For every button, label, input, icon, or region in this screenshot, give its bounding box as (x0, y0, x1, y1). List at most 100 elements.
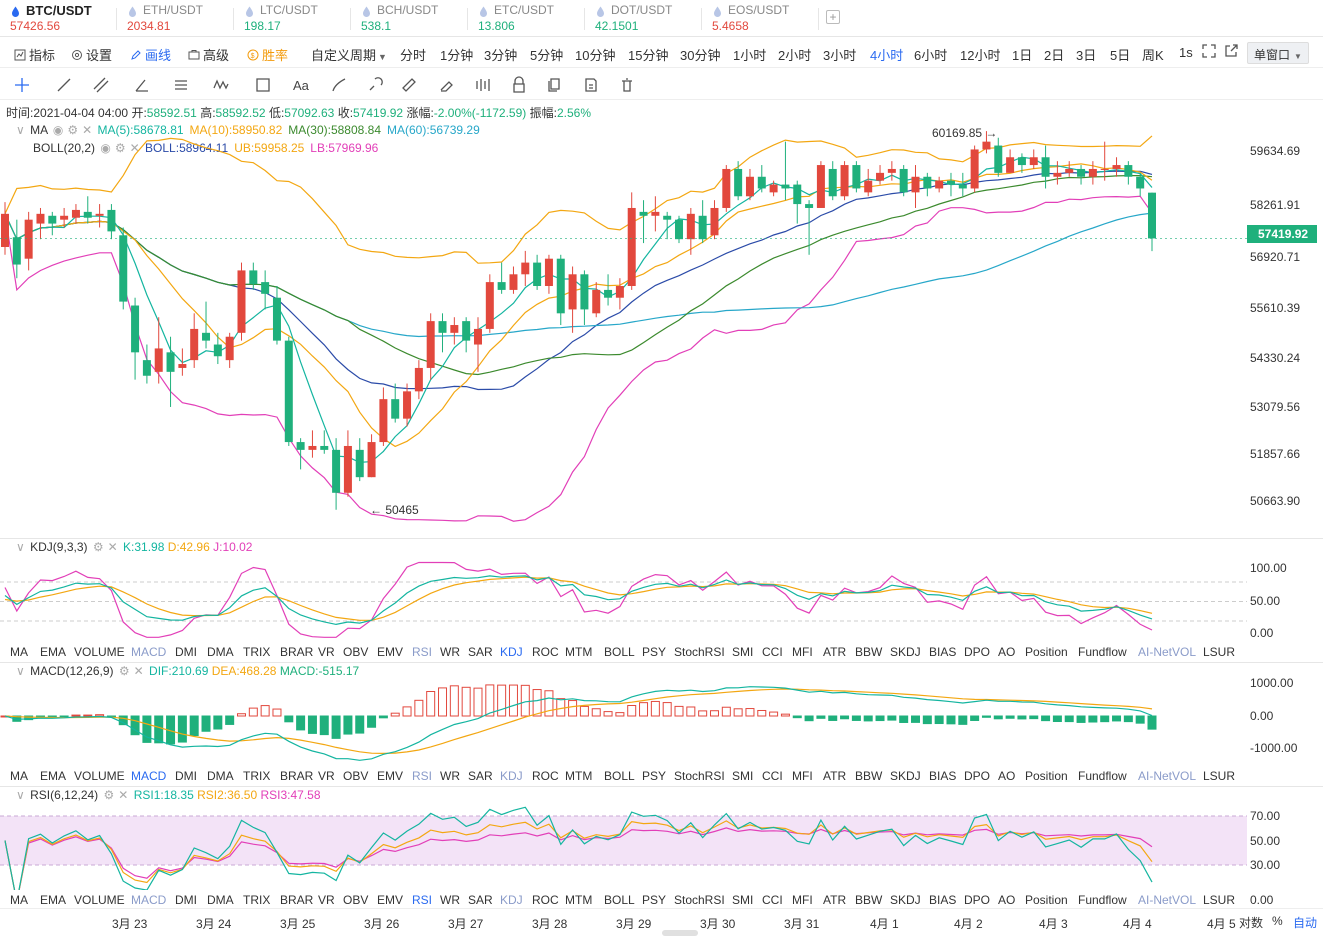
indicator-option-sar[interactable]: SAR (468, 645, 493, 659)
indicator-option-obv[interactable]: OBV (343, 769, 369, 783)
period-14[interactable]: 2日 (1044, 48, 1065, 63)
indicator-option-fundflow[interactable]: Fundflow (1078, 893, 1127, 907)
indicator-option-emv[interactable]: EMV (377, 893, 404, 907)
indicator-option-dpo[interactable]: DPO (964, 893, 991, 907)
period-9[interactable]: 3小时 (823, 48, 857, 63)
indicator-option-rsi[interactable]: RSI (412, 893, 433, 907)
symbol-tab-dot[interactable]: DOT/USDT 42.1501 (585, 0, 702, 37)
period-2[interactable]: 3分钟 (484, 48, 518, 63)
indicator-option-vr[interactable]: VR (318, 769, 335, 783)
indicator-option-ema[interactable]: EMA (40, 769, 67, 783)
lock-icon[interactable] (510, 76, 528, 94)
indicator-option-boll[interactable]: BOLL (604, 645, 635, 659)
indicator-option-kdj[interactable]: KDJ (500, 893, 523, 907)
symbol-tab-ltc[interactable]: LTC/USDT 198.17 (234, 0, 351, 37)
gear-icon[interactable]: ⚙ (67, 123, 79, 137)
indicator-option-wr[interactable]: WR (440, 893, 460, 907)
symbol-tab-btc[interactable]: BTC/USDT 57426.56 (0, 0, 117, 37)
winrate-button[interactable]: $ 胜率 (247, 45, 288, 64)
indicator-option-macd[interactable]: MACD (131, 645, 167, 659)
text-icon[interactable]: Aa (292, 76, 310, 94)
indicator-option-cci[interactable]: CCI (762, 645, 783, 659)
indicator-option-dma[interactable]: DMA (207, 769, 234, 783)
indicator-option-ao[interactable]: AO (998, 893, 1016, 907)
indicator-option-psy[interactable]: PSY (642, 769, 667, 783)
symbol-tab-bch[interactable]: BCH/USDT 538.1 (351, 0, 468, 37)
indicator-option-dmi[interactable]: DMI (175, 769, 197, 783)
parallel-channel-icon[interactable] (92, 76, 110, 94)
period-6[interactable]: 30分钟 (680, 48, 721, 63)
seconds-button[interactable]: 1s (1179, 45, 1193, 60)
indicator-option-macd[interactable]: MACD (131, 769, 167, 783)
draw-button[interactable]: 画线 (130, 45, 171, 64)
period-11[interactable]: 6小时 (914, 48, 948, 63)
period-4[interactable]: 10分钟 (575, 48, 616, 63)
gear-icon[interactable]: ⚙ (92, 540, 104, 554)
indicator-option-trix[interactable]: TRIX (243, 893, 271, 907)
period-12[interactable]: 12小时 (960, 48, 1001, 63)
close-icon[interactable]: ✕ (107, 540, 118, 554)
magnet-icon[interactable] (366, 76, 384, 94)
period-17[interactable]: 周K (1142, 48, 1164, 63)
window-mode-select[interactable]: 单窗口 ▼ (1247, 42, 1309, 64)
indicator-option-dmi[interactable]: DMI (175, 893, 197, 907)
indicators-button[interactable]: 指标 (14, 45, 55, 64)
indicator-option-ao[interactable]: AO (998, 769, 1016, 783)
indicator-option-lsur[interactable]: LSUR (1203, 769, 1236, 783)
exit-icon[interactable] (1224, 44, 1238, 58)
rectangle-icon[interactable] (254, 76, 272, 94)
symbol-tab-eth[interactable]: ETH/USDT 2034.81 (117, 0, 234, 37)
edit-icon[interactable] (582, 76, 600, 94)
period-1[interactable]: 1分钟 (440, 48, 474, 63)
period-0[interactable]: 分时 (400, 48, 427, 63)
period-13[interactable]: 1日 (1012, 48, 1033, 63)
indicator-option-skdj[interactable]: SKDJ (890, 893, 921, 907)
indicator-option-bbw[interactable]: BBW (855, 645, 883, 659)
indicator-option-brar[interactable]: BRAR (280, 893, 314, 907)
period-7[interactable]: 1小时 (733, 48, 767, 63)
gear-icon[interactable]: ⚙ (103, 788, 115, 802)
indicator-option-vr[interactable]: VR (318, 893, 335, 907)
indicator-option-stochrsi[interactable]: StochRSI (674, 769, 725, 783)
indicator-option-volume[interactable]: VOLUME (74, 769, 125, 783)
eye-icon[interactable]: ◉ (52, 123, 64, 137)
indicator-option-ma[interactable]: MA (10, 893, 28, 907)
indicator-option-trix[interactable]: TRIX (243, 645, 271, 659)
indicator-option-ema[interactable]: EMA (40, 645, 67, 659)
collapse-icon[interactable]: ∨ (16, 540, 25, 554)
symbol-tab-etc[interactable]: ETC/USDT 13.806 (468, 0, 585, 37)
indicator-option-atr[interactable]: ATR (823, 769, 847, 783)
close-icon[interactable]: ✕ (133, 664, 144, 678)
indicator-option-wr[interactable]: WR (440, 769, 460, 783)
indicator-option-kdj[interactable]: KDJ (500, 769, 523, 783)
indicator-option-bias[interactable]: BIAS (929, 893, 957, 907)
fullscreen-icon[interactable] (1202, 44, 1216, 58)
indicator-option-atr[interactable]: ATR (823, 645, 847, 659)
trend-line-icon[interactable] (55, 76, 73, 94)
log-scale-toggle[interactable]: 对数 (1239, 916, 1264, 930)
indicator-option-obv[interactable]: OBV (343, 893, 369, 907)
indicator-option-ai-netvol[interactable]: AI-NetVOL (1138, 645, 1197, 659)
indicator-option-dpo[interactable]: DPO (964, 769, 991, 783)
indicator-option-dma[interactable]: DMA (207, 893, 234, 907)
indicator-option-fundflow[interactable]: Fundflow (1078, 769, 1127, 783)
indicator-option-smi[interactable]: SMI (732, 769, 754, 783)
indicator-option-ai-netvol[interactable]: AI-NetVOL (1138, 769, 1197, 783)
indicator-option-position[interactable]: Position (1025, 893, 1068, 907)
indicator-option-skdj[interactable]: SKDJ (890, 645, 921, 659)
indicator-option-dma[interactable]: DMA (207, 645, 234, 659)
copy-icon[interactable] (545, 76, 563, 94)
percent-scale-toggle[interactable]: % (1272, 914, 1283, 928)
period-16[interactable]: 5日 (1110, 48, 1131, 63)
indicator-option-psy[interactable]: PSY (642, 893, 667, 907)
indicator-option-volume[interactable]: VOLUME (74, 645, 125, 659)
indicator-option-bbw[interactable]: BBW (855, 769, 883, 783)
indicator-option-bias[interactable]: BIAS (929, 769, 957, 783)
indicator-option-smi[interactable]: SMI (732, 893, 754, 907)
period-3[interactable]: 5分钟 (530, 48, 564, 63)
wave-icon[interactable] (212, 76, 230, 94)
indicator-option-smi[interactable]: SMI (732, 645, 754, 659)
indicator-option-position[interactable]: Position (1025, 645, 1068, 659)
indicator-option-roc[interactable]: ROC (532, 645, 559, 659)
indicator-option-dpo[interactable]: DPO (964, 645, 991, 659)
